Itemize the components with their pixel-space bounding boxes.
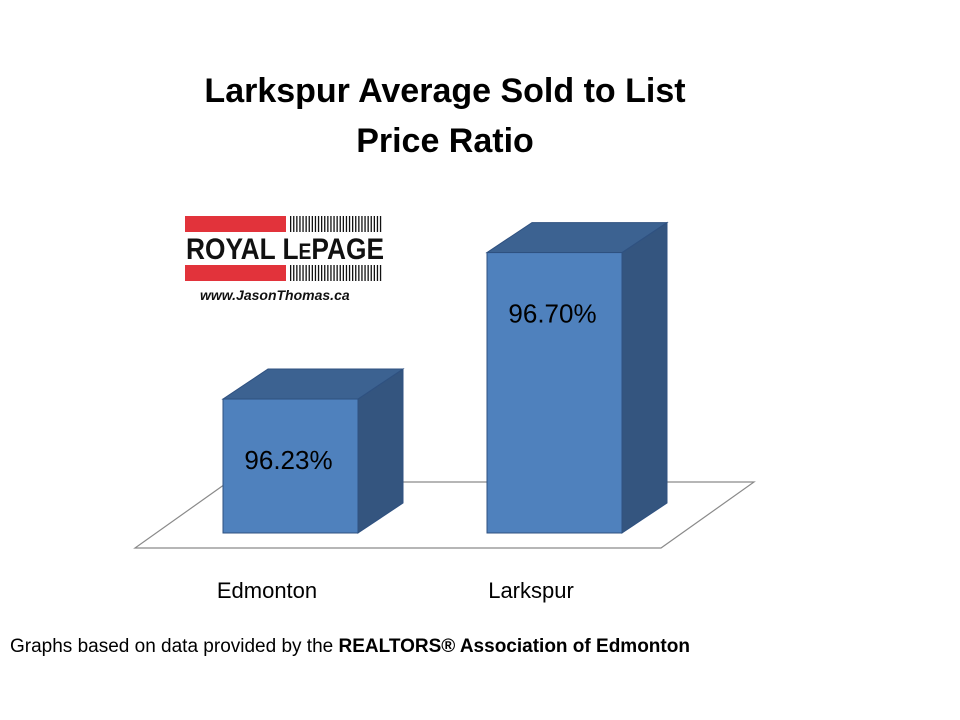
logo-barcode-tick: [348, 216, 351, 232]
logo-barcode-tick: [352, 216, 354, 232]
logo-barcode-tick: [290, 265, 292, 281]
bar-front-face: [222, 398, 359, 534]
logo-barcode-tick: [352, 265, 354, 281]
royal-lepage-logo: ROYAL LEPAGE www.JasonThomas.ca: [185, 216, 384, 303]
chart-title-line-1: Larkspur Average Sold to List: [204, 72, 685, 110]
logo-barcode-tick: [305, 216, 307, 232]
logo-barcode-tick: [305, 265, 307, 281]
logo-barcode-tick: [373, 265, 375, 281]
logo-barcode-tick: [339, 216, 341, 232]
logo-barcode-tick: [293, 216, 295, 232]
logo-brand-text: ROYAL LEPAGE: [186, 233, 384, 266]
logo-barcode-tick: [336, 265, 338, 281]
category-label-edmonton: Edmonton: [217, 578, 317, 603]
logo-barcode-tick: [364, 216, 366, 232]
bars-layer: 96.23% 96.70%: [221, 221, 669, 534]
logo-barcode-tick: [355, 216, 357, 232]
logo-barcode-tick: [379, 216, 382, 232]
footer-prefix: Graphs based on data provided by the: [10, 636, 339, 657]
logo-barcode-tick: [299, 216, 301, 232]
bar-side-face: [621, 221, 668, 534]
category-label-larkspur: Larkspur: [488, 578, 574, 603]
logo-barcode-tick: [317, 216, 320, 232]
logo-barcode-tick: [308, 216, 310, 232]
bar-edmonton: 96.23%: [221, 368, 405, 534]
logo-barcode-tick: [348, 265, 351, 281]
logo-red-bar: [185, 216, 286, 232]
logo-barcode-tick: [321, 265, 323, 281]
logo-barcode-tick: [355, 265, 357, 281]
logo-barcode-tick: [317, 265, 320, 281]
logo-barcode-tick: [358, 216, 360, 232]
logo-barcode-tick: [342, 265, 344, 281]
logo-barcode-bottom: [290, 265, 382, 281]
logo-barcode-tick: [296, 216, 298, 232]
logo-barcode-tick: [333, 265, 335, 281]
logo-barcode-tick: [376, 216, 379, 232]
footer-note: Graphs based on data provided by the REA…: [10, 636, 690, 657]
logo-barcode-tick: [361, 265, 363, 281]
logo-barcode-tick: [358, 265, 360, 281]
logo-barcode-tick: [330, 265, 332, 281]
logo-barcode-tick: [302, 216, 304, 232]
chart-floor: [133, 481, 756, 549]
bar-larkspur: 96.70%: [485, 221, 669, 534]
logo-barcode-tick: [330, 216, 332, 232]
logo-barcode-tick: [314, 265, 317, 281]
logo-barcode-tick: [302, 265, 304, 281]
logo-barcode-tick: [293, 265, 295, 281]
data-label-edmonton: 96.23%: [244, 445, 332, 475]
logo-barcode-tick: [373, 216, 375, 232]
logo-barcode-tick: [367, 216, 369, 232]
logo-barcode-tick: [339, 265, 341, 281]
logo-barcode-tick: [364, 265, 366, 281]
logo-barcode-tick: [327, 265, 329, 281]
logo-barcode-tick: [327, 216, 329, 232]
logo-barcode-tick: [361, 216, 363, 232]
logo-barcode-top: [290, 216, 382, 232]
logo-barcode-tick: [308, 265, 310, 281]
logo-barcode-tick: [324, 265, 326, 281]
logo-barcode-tick: [345, 265, 348, 281]
logo-barcode-tick: [333, 216, 335, 232]
logo-barcode-tick: [336, 216, 338, 232]
logo-barcode-tick: [296, 265, 298, 281]
footer-source: REALTORS® Association of Edmonton: [339, 636, 690, 657]
logo-barcode-tick: [370, 265, 372, 281]
logo-red-bar-bottom: [185, 265, 286, 281]
logo-barcode-tick: [379, 265, 382, 281]
logo-barcode-tick: [299, 265, 301, 281]
logo-barcode-tick: [311, 265, 313, 281]
logo-barcode-tick: [370, 216, 372, 232]
logo-barcode-tick: [314, 216, 317, 232]
bar-front-face: [486, 252, 623, 534]
logo-barcode-tick: [321, 216, 323, 232]
logo-barcode-tick: [345, 216, 348, 232]
logo-url: www.JasonThomas.ca: [200, 287, 350, 303]
data-label-larkspur: 96.70%: [508, 299, 596, 329]
logo-barcode-tick: [324, 216, 326, 232]
logo-barcode-tick: [342, 216, 344, 232]
logo-barcode-tick: [367, 265, 369, 281]
logo-barcode-tick: [290, 216, 292, 232]
chart-title-line-2: Price Ratio: [356, 122, 534, 160]
logo-barcode-tick: [311, 216, 313, 232]
logo-barcode-tick: [376, 265, 379, 281]
